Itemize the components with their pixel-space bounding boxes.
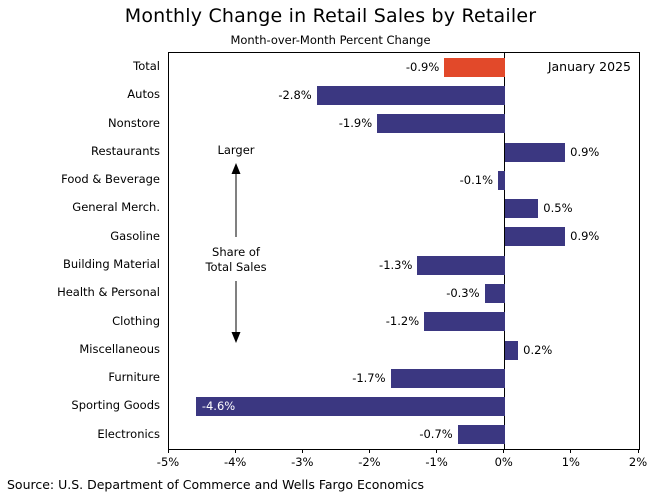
x-tick-label: -4%	[223, 455, 247, 469]
tick-marks	[167, 449, 639, 454]
bar	[417, 255, 505, 275]
value-label: -4.6%	[201, 399, 236, 414]
category-label: Furniture	[108, 370, 160, 385]
value-label: 0.9%	[570, 229, 600, 244]
x-tick-label: 1%	[561, 455, 580, 469]
category-label: Gasoline	[110, 228, 160, 243]
bar	[504, 199, 539, 219]
x-tick-mark	[436, 449, 438, 453]
bar	[484, 283, 505, 303]
category-label: General Merch.	[72, 200, 160, 215]
bar	[504, 227, 566, 247]
arrow-down-icon	[231, 281, 241, 343]
annotation-share-line1: Share of	[212, 245, 260, 259]
x-tick-label: 0%	[494, 455, 513, 469]
category-label: Miscellaneous	[79, 341, 160, 356]
value-label: -1.7%	[352, 370, 386, 385]
x-tick-mark	[167, 449, 169, 453]
value-label: -0.9%	[405, 59, 440, 74]
annotation-share-of-total-sales: Share of Total Sales	[186, 245, 286, 275]
plot-area: January 2025 Larger Share of Total Sales…	[168, 52, 640, 450]
bar	[390, 368, 505, 388]
value-label: -1.3%	[379, 257, 413, 272]
category-label: Health & Personal	[57, 285, 160, 300]
x-tick-mark	[637, 449, 639, 453]
category-label: Clothing	[112, 313, 160, 328]
x-tick-mark	[503, 449, 505, 453]
arrow-up-icon	[231, 163, 241, 237]
x-tick-label: -3%	[291, 455, 314, 469]
bar	[504, 142, 566, 162]
value-label: -1.2%	[385, 314, 420, 329]
x-tick-mark	[570, 449, 572, 453]
category-label: Autos	[127, 87, 160, 102]
zero-axis-line	[504, 53, 506, 449]
annotation-share-line2: Total Sales	[205, 260, 267, 274]
category-label: Total	[133, 59, 160, 73]
category-label: Nonstore	[107, 115, 160, 130]
value-label: 0.2%	[523, 342, 553, 357]
category-label: Restaurants	[91, 143, 160, 158]
bar	[498, 170, 505, 190]
x-axis: -5% -4% -3% -2% -1% 0% 1% 2%	[157, 455, 647, 471]
category-label: Food & Beverage	[61, 172, 160, 187]
x-tick-mark	[368, 449, 370, 453]
value-label: -0.1%	[459, 172, 493, 187]
bar	[457, 425, 505, 445]
bar	[195, 397, 505, 417]
source-credit: Source: U.S. Department of Commerce and …	[7, 477, 425, 492]
date-note: January 2025	[547, 59, 631, 74]
bar	[444, 57, 505, 77]
category-label: Building Material	[62, 257, 160, 271]
category-labels: Total Autos Nonstore Restaurants Food & Beve…	[0, 52, 160, 448]
bar	[504, 340, 519, 360]
value-label: 0.5%	[543, 201, 573, 216]
annotation-larger: Larger	[217, 143, 255, 157]
bar	[316, 85, 505, 105]
chart-title: Monthly Change in Retail Sales by Retail…	[124, 5, 537, 27]
value-label: -0.7%	[419, 427, 453, 442]
bar	[424, 312, 505, 332]
chart-subtitle: Month-over-Month Percent Change	[230, 33, 431, 47]
value-label: -2.8%	[278, 87, 312, 102]
x-tick-mark	[234, 449, 236, 453]
category-label: Electronics	[97, 426, 160, 441]
x-tick-label: -1%	[425, 455, 448, 469]
bar	[377, 114, 505, 134]
x-tick-label: -5%	[156, 455, 180, 469]
x-tick-mark	[301, 449, 303, 453]
x-tick-label: -2%	[358, 455, 381, 469]
x-tick-label: 2%	[628, 455, 648, 469]
category-label: Sporting Goods	[71, 398, 160, 413]
value-label: -1.9%	[338, 116, 373, 131]
value-label: 0.9%	[570, 144, 600, 159]
value-label: -0.3%	[446, 285, 480, 300]
